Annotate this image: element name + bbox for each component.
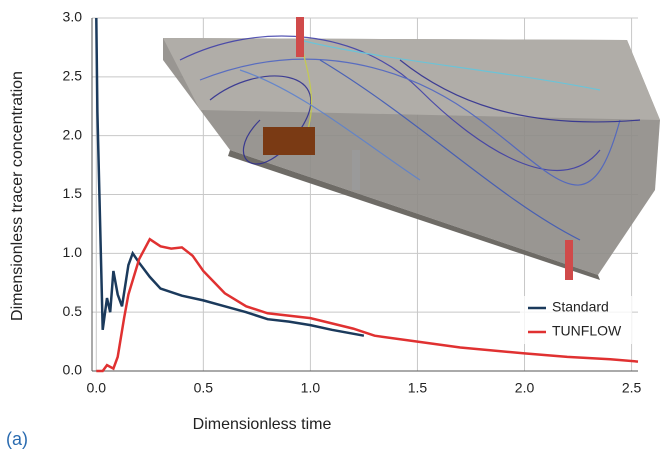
- x-tick-label: 0.0: [87, 380, 107, 396]
- inset-image: [163, 17, 660, 280]
- x-axis-label: Dimensionless time: [193, 416, 332, 433]
- y-tick-label: 1.0: [63, 244, 83, 260]
- legend-label: Standard: [552, 299, 609, 315]
- legend-label: TUNFLOW: [552, 323, 622, 339]
- y-axis-label: Dimensionless tracer concentration: [9, 71, 26, 321]
- y-tick-label: 0.0: [63, 362, 83, 378]
- y-tick-label: 2.0: [63, 126, 83, 142]
- x-tick-label: 1.0: [301, 380, 321, 396]
- x-tick-label: 1.5: [408, 380, 428, 396]
- chart: Standard TUNFLOW Dimensionless time Dimen…: [0, 0, 661, 454]
- y-tick-label: 2.5: [63, 68, 83, 84]
- y-tick-label: 0.5: [63, 303, 83, 319]
- x-tick-label: 2.5: [622, 380, 642, 396]
- panel-label: (a): [6, 429, 28, 449]
- x-tick-label: 2.0: [515, 380, 535, 396]
- x-tick-label: 0.5: [194, 380, 214, 396]
- y-tick-label: 1.5: [63, 185, 83, 201]
- y-tick-label: 3.0: [63, 9, 83, 25]
